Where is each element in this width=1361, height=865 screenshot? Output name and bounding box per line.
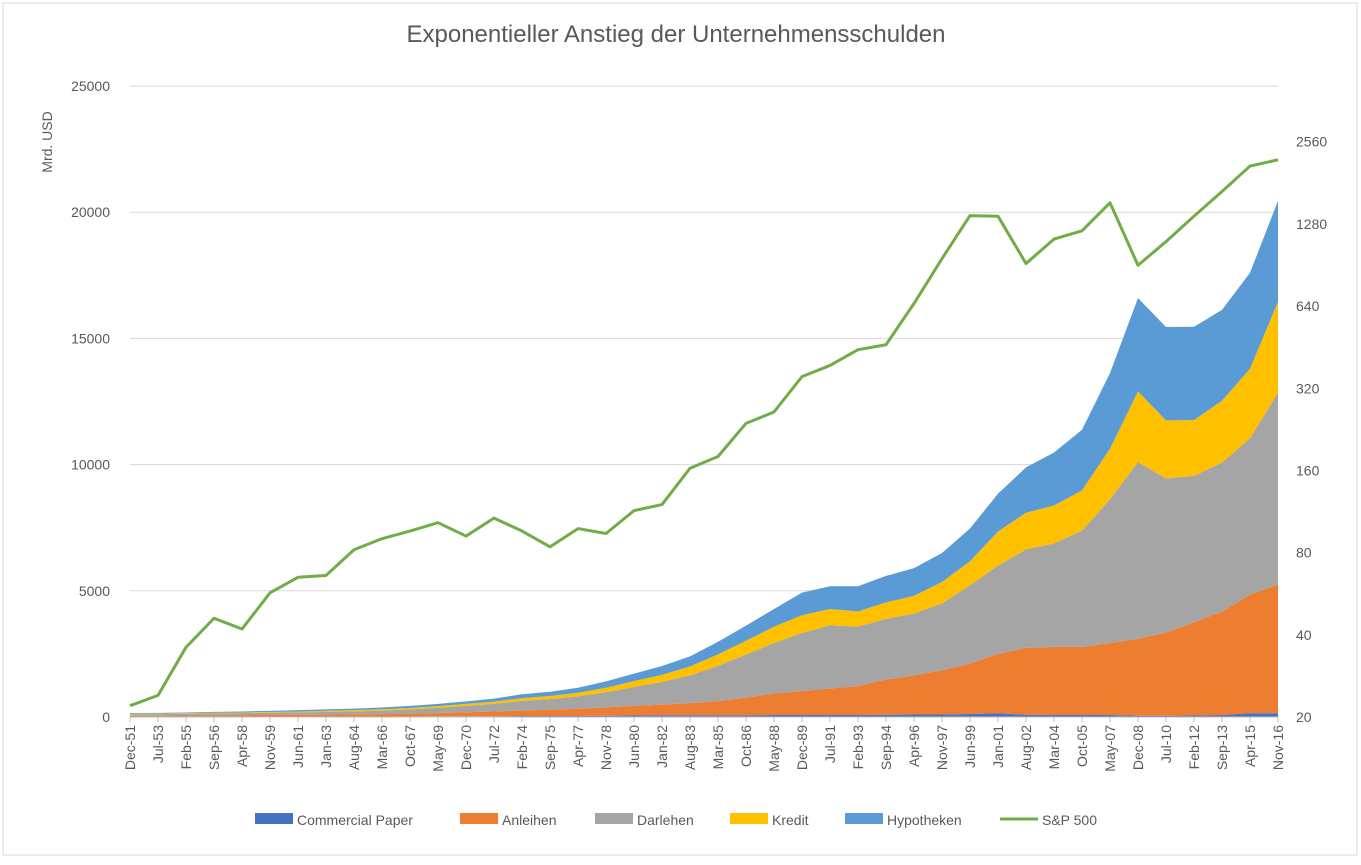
x-tick-label: Aug-02 bbox=[1018, 725, 1034, 770]
y-tick-label: 0 bbox=[102, 709, 110, 725]
legend-swatch bbox=[255, 813, 293, 824]
x-tick-label: Jul-91 bbox=[822, 725, 838, 763]
x-tick-label: May-88 bbox=[766, 725, 782, 772]
legend-item: Kredit bbox=[730, 812, 809, 828]
x-tick-label: Feb-74 bbox=[514, 725, 530, 770]
x-tick-label: Nov-97 bbox=[934, 725, 950, 770]
legend-label: Anleihen bbox=[502, 812, 557, 828]
x-tick-label: Jun-61 bbox=[290, 725, 306, 768]
line bbox=[129, 158, 1279, 708]
x-tick-label: Mar-66 bbox=[374, 725, 390, 770]
y-tick-label: 10000 bbox=[71, 457, 110, 473]
legend-item: S&P 500 bbox=[1000, 812, 1097, 828]
x-tick-label: Jan-63 bbox=[318, 725, 334, 768]
legend-swatch bbox=[595, 813, 633, 824]
area bbox=[130, 713, 1278, 717]
y-tick-label: 20000 bbox=[71, 204, 110, 220]
x-tick-label: Jun-99 bbox=[962, 725, 978, 768]
legend-item: Commercial Paper bbox=[255, 812, 413, 828]
legend-label: Darlehen bbox=[637, 812, 694, 828]
x-tick-label: Sep-13 bbox=[1214, 725, 1230, 770]
x-tick-label: Apr-15 bbox=[1242, 725, 1258, 767]
x-tick-label: Sep-94 bbox=[878, 725, 894, 770]
x-tick-label: Oct-86 bbox=[738, 725, 754, 767]
y2-tick-label: 640 bbox=[1296, 298, 1320, 314]
x-tick-label: Apr-96 bbox=[906, 725, 922, 767]
x-tick-label: Apr-77 bbox=[570, 725, 586, 767]
y-axis-label: Mrd. USD bbox=[39, 111, 55, 172]
x-tick-label: Aug-83 bbox=[682, 725, 698, 770]
legend-swatch bbox=[460, 813, 498, 824]
chart-title: Exponentieller Anstieg der Unternehmenss… bbox=[406, 21, 945, 48]
legend-label: Hypotheken bbox=[887, 812, 962, 828]
y2-tick-label: 2560 bbox=[1296, 134, 1327, 150]
legend-swatch bbox=[730, 813, 768, 824]
x-tick-label: Feb-12 bbox=[1186, 725, 1202, 770]
x-tick-label: Mar-85 bbox=[710, 725, 726, 770]
x-tick-label: Dec-08 bbox=[1130, 725, 1146, 770]
legend-label: S&P 500 bbox=[1042, 812, 1097, 828]
x-tick-label: Dec-89 bbox=[794, 725, 810, 770]
x-tick-label: Jan-01 bbox=[990, 725, 1006, 768]
area bbox=[130, 301, 1278, 715]
y2-tick-label: 40 bbox=[1296, 627, 1312, 643]
x-tick-label: Jul-10 bbox=[1158, 725, 1174, 763]
x-tick-label: Feb-93 bbox=[850, 725, 866, 770]
y-tick-label: 5000 bbox=[79, 583, 110, 599]
x-tick-label: Jan-82 bbox=[654, 725, 670, 768]
y2-tick-label: 320 bbox=[1296, 380, 1320, 396]
x-tick-label: Nov-59 bbox=[262, 725, 278, 770]
x-tick-label: May-69 bbox=[430, 725, 446, 772]
x-tick-label: Nov-16 bbox=[1270, 725, 1286, 770]
y2-tick-label: 160 bbox=[1296, 462, 1320, 478]
area bbox=[130, 392, 1278, 716]
legend-item: Hypotheken bbox=[845, 812, 962, 828]
legend-label: Kredit bbox=[772, 812, 809, 828]
x-tick-label: Apr-58 bbox=[234, 725, 250, 767]
x-tick-label: Aug-64 bbox=[346, 725, 362, 770]
area bbox=[130, 584, 1278, 717]
x-tick-label: Dec-51 bbox=[122, 725, 138, 770]
y-tick-label: 15000 bbox=[71, 330, 110, 346]
x-tick-label: Jul-53 bbox=[150, 725, 166, 763]
x-tick-label: Sep-75 bbox=[542, 725, 558, 770]
y2-tick-label: 80 bbox=[1296, 545, 1312, 561]
x-tick-label: Jun-80 bbox=[626, 725, 642, 768]
x-tick-label: Oct-05 bbox=[1074, 725, 1090, 767]
y2-tick-label: 20 bbox=[1296, 709, 1312, 725]
x-tick-label: Sep-56 bbox=[206, 725, 222, 770]
y2-tick-label: 1280 bbox=[1296, 216, 1327, 232]
legend-swatch bbox=[845, 813, 883, 824]
x-tick-label: May-07 bbox=[1102, 725, 1118, 772]
x-tick-label: Nov-78 bbox=[598, 725, 614, 770]
x-tick-label: Dec-70 bbox=[458, 725, 474, 770]
area bbox=[130, 200, 1278, 714]
legend-item: Anleihen bbox=[460, 812, 557, 828]
y-tick-label: 25000 bbox=[71, 78, 110, 94]
x-tick-label: Oct-67 bbox=[402, 725, 418, 767]
x-tick-label: Mar-04 bbox=[1046, 725, 1062, 770]
legend-label: Commercial Paper bbox=[297, 812, 413, 828]
x-tick-label: Feb-55 bbox=[178, 725, 194, 770]
x-tick-label: Jul-72 bbox=[486, 725, 502, 763]
legend-item: Darlehen bbox=[595, 812, 694, 828]
